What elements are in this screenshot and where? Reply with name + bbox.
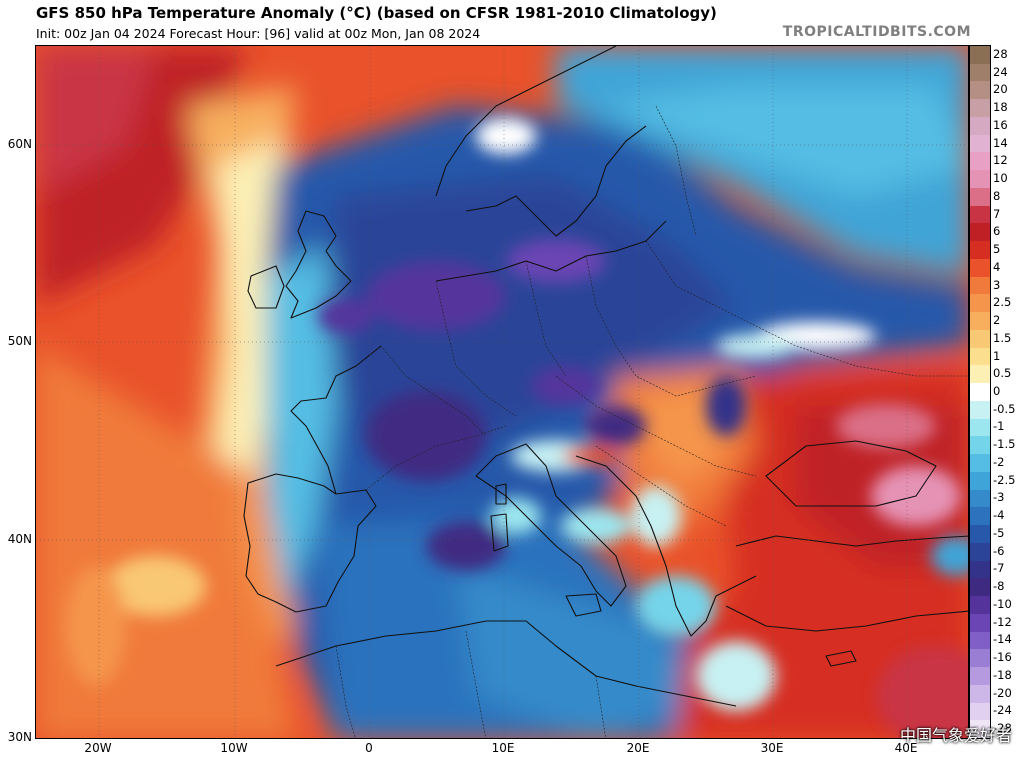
legend-label: -6 xyxy=(993,543,1005,558)
legend-label: 20 xyxy=(993,82,1008,97)
legend-swatch xyxy=(970,400,990,420)
legend-label: -14 xyxy=(993,632,1012,647)
legend-label: -10 xyxy=(993,596,1012,611)
lon-label-20e: 20E xyxy=(626,741,650,755)
legend-label: 28 xyxy=(993,46,1008,61)
legend-swatch xyxy=(970,276,990,295)
lon-label-20w: 20W xyxy=(84,741,112,755)
legend-swatch xyxy=(970,134,990,153)
lon-label-10w: 10W xyxy=(220,741,248,755)
legend-label: -5 xyxy=(993,525,1005,540)
legend-swatch xyxy=(970,720,990,739)
legend-swatch xyxy=(970,471,990,491)
legend-swatch xyxy=(970,329,990,349)
legend-label: 14 xyxy=(993,135,1008,150)
lon-label-30e: 30E xyxy=(760,741,784,755)
legend-swatch xyxy=(970,152,990,171)
legend-swatch xyxy=(970,223,990,242)
legend-swatch xyxy=(970,596,990,615)
watermark: 中国气象爱好者 xyxy=(899,726,1012,745)
legend-label: 8 xyxy=(993,188,1001,203)
lat-label-30n: 30N xyxy=(7,730,32,744)
coastlines xyxy=(243,46,968,707)
legend-label: -8 xyxy=(993,579,1005,594)
legend-label: 2 xyxy=(993,313,1001,328)
country-borders xyxy=(335,105,968,738)
legend-label: 5 xyxy=(993,242,1001,257)
legend-label: -4 xyxy=(993,508,1005,523)
legend-label: 0 xyxy=(993,384,1001,398)
anomaly-detail xyxy=(66,118,968,738)
legend-swatch xyxy=(970,525,990,544)
legend-label: -18 xyxy=(993,667,1012,682)
legend-swatch xyxy=(970,542,990,562)
legend-label: 18 xyxy=(993,100,1008,115)
legend-swatch xyxy=(970,241,990,260)
legend-swatch xyxy=(970,454,990,473)
color-scale-legend xyxy=(969,45,991,739)
legend-swatch xyxy=(970,81,990,100)
legend-label: 2.5 xyxy=(993,295,1012,310)
legend-swatch xyxy=(970,365,990,384)
lat-label-50n: 50N xyxy=(7,334,32,348)
legend-label: -16 xyxy=(993,650,1012,665)
legend-label: -1 xyxy=(993,419,1005,434)
legend-label: -7 xyxy=(993,561,1005,576)
legend-swatch xyxy=(970,578,990,597)
legend-label: -12 xyxy=(993,614,1012,629)
legend-swatch xyxy=(970,383,990,402)
legend-label: -24 xyxy=(993,703,1012,718)
legend-swatch xyxy=(970,294,990,313)
legend-label: 12 xyxy=(993,153,1008,168)
legend-label: -20 xyxy=(993,685,1012,700)
legend-swatch xyxy=(970,46,990,65)
source-credit: TROPICALTIDBITS.COM xyxy=(782,24,971,40)
legend-label: -1.5 xyxy=(993,437,1016,452)
legend-swatch xyxy=(970,116,990,136)
legend-swatch xyxy=(970,507,990,526)
legend-swatch xyxy=(970,649,990,668)
legend-swatch xyxy=(970,205,990,224)
forecast-info: Init: 00z Jan 04 2024 Forecast Hour: [96… xyxy=(36,26,481,41)
legend-swatch xyxy=(970,347,990,366)
lat-label-40n: 40N xyxy=(7,532,32,546)
legend-label: 6 xyxy=(993,224,1001,239)
anomaly-map xyxy=(35,45,969,739)
legend-label: 7 xyxy=(993,206,1001,221)
legend-label: 1 xyxy=(993,348,1001,363)
legend-swatch xyxy=(970,560,990,579)
legend-label: -3 xyxy=(993,490,1005,505)
legend-swatch xyxy=(970,418,990,437)
legend-swatch xyxy=(970,99,990,118)
legend-label: -0.5 xyxy=(993,401,1016,416)
legend-label: 24 xyxy=(993,64,1008,79)
legend-swatch xyxy=(970,489,990,508)
lon-label-40e: 40E xyxy=(894,741,918,755)
legend-swatch xyxy=(970,258,990,278)
legend-label: 3 xyxy=(993,277,1001,292)
legend-label: -2 xyxy=(993,454,1005,469)
lat-label-60n: 60N xyxy=(7,137,32,151)
legend-label: -2.5 xyxy=(993,472,1016,487)
legend-label: 1.5 xyxy=(993,330,1012,345)
map-title: GFS 850 hPa Temperature Anomaly (°C) (ba… xyxy=(36,4,717,22)
lon-label-0: 0 xyxy=(365,741,373,755)
legend-swatch xyxy=(970,170,990,189)
legend-swatch xyxy=(970,613,990,633)
legend-swatch xyxy=(970,684,990,703)
legend-swatch xyxy=(970,702,990,721)
legend-label: 0.5 xyxy=(993,366,1012,381)
legend-label: 10 xyxy=(993,171,1008,186)
legend-swatch xyxy=(970,63,990,82)
legend-swatch xyxy=(970,312,990,331)
legend-swatch xyxy=(970,631,990,650)
legend-label: -28 xyxy=(993,721,1012,736)
legend-label: 16 xyxy=(993,117,1008,132)
anomaly-map-canvas xyxy=(36,46,968,738)
legend-swatch xyxy=(970,436,990,455)
lon-label-10e: 10E xyxy=(491,741,515,755)
legend-swatch xyxy=(970,667,990,686)
legend-label: 4 xyxy=(993,259,1001,274)
legend-swatch xyxy=(970,187,990,207)
